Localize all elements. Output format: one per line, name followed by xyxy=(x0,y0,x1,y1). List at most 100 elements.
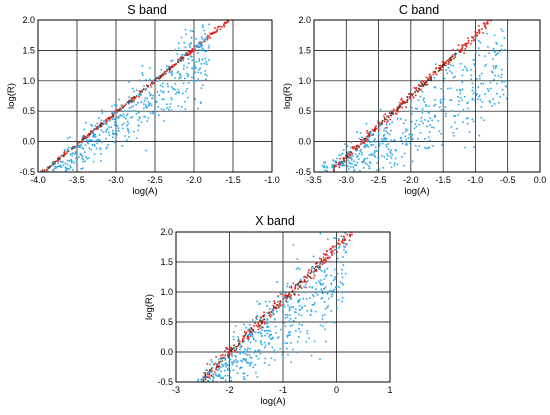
data-point xyxy=(343,237,346,240)
data-point xyxy=(201,38,204,40)
data-point xyxy=(123,116,125,118)
data-point xyxy=(429,139,431,142)
data-point xyxy=(285,300,288,303)
data-point xyxy=(377,148,380,151)
data-point xyxy=(443,64,445,66)
data-point xyxy=(416,90,419,92)
data-point xyxy=(247,337,250,340)
data-point xyxy=(186,54,189,56)
data-point xyxy=(180,60,183,62)
data-point xyxy=(315,292,317,294)
data-point xyxy=(250,328,253,330)
data-point xyxy=(294,284,297,286)
data-point xyxy=(55,160,58,163)
data-point xyxy=(449,87,452,90)
data-point xyxy=(170,66,173,68)
data-point xyxy=(137,124,140,127)
data-point xyxy=(246,361,248,364)
data-point xyxy=(477,86,480,89)
data-point xyxy=(262,326,265,329)
data-point xyxy=(301,324,303,326)
data-point xyxy=(217,369,220,371)
data-point xyxy=(81,137,84,140)
data-point xyxy=(196,44,199,47)
data-point xyxy=(439,101,442,103)
data-point xyxy=(459,89,462,92)
data-point xyxy=(446,59,448,62)
data-point xyxy=(259,331,262,334)
data-point xyxy=(246,349,249,351)
data-point xyxy=(334,164,336,167)
data-point xyxy=(249,364,251,367)
data-point xyxy=(271,346,274,349)
data-point xyxy=(389,110,391,112)
data-point xyxy=(249,324,251,326)
data-point xyxy=(78,141,81,144)
data-point xyxy=(395,149,397,152)
data-point xyxy=(370,143,373,146)
data-point xyxy=(258,325,260,328)
data-point xyxy=(177,70,179,73)
data-point xyxy=(439,67,442,69)
data-point xyxy=(343,242,345,244)
data-point xyxy=(418,85,421,87)
data-point xyxy=(422,122,424,125)
data-point xyxy=(199,43,201,46)
data-point xyxy=(183,41,185,44)
data-point xyxy=(263,314,266,316)
data-point xyxy=(346,145,349,147)
data-point xyxy=(214,362,217,365)
data-point xyxy=(108,117,111,119)
data-point xyxy=(245,360,247,362)
data-point xyxy=(138,117,141,119)
data-point xyxy=(243,372,246,375)
data-point xyxy=(220,358,223,361)
data-point xyxy=(290,306,293,308)
data-point xyxy=(313,340,316,343)
data-point xyxy=(476,98,479,100)
y-axis-label: log(R) xyxy=(282,83,293,109)
data-point xyxy=(319,268,322,271)
data-point xyxy=(484,65,486,67)
data-point xyxy=(173,63,176,66)
data-point xyxy=(333,168,335,171)
data-point xyxy=(443,98,445,101)
data-point xyxy=(135,137,138,140)
data-point xyxy=(272,304,275,307)
data-point xyxy=(264,346,266,349)
data-point xyxy=(300,287,303,289)
data-point xyxy=(341,268,343,271)
data-point xyxy=(189,42,192,45)
data-point xyxy=(190,50,193,53)
data-point xyxy=(457,113,460,116)
data-point xyxy=(344,246,346,248)
data-point xyxy=(233,360,236,362)
data-point xyxy=(273,349,276,352)
data-point xyxy=(156,80,159,83)
data-point xyxy=(256,300,259,303)
data-point xyxy=(350,141,353,144)
data-point xyxy=(194,98,197,100)
data-point xyxy=(478,134,481,137)
data-point xyxy=(117,115,120,118)
data-point xyxy=(301,306,304,308)
data-point xyxy=(492,65,495,67)
data-point xyxy=(156,76,159,79)
data-point xyxy=(428,112,430,114)
data-point xyxy=(298,323,301,326)
data-point xyxy=(171,59,174,62)
data-point xyxy=(337,299,340,301)
data-point xyxy=(275,332,277,334)
data-point xyxy=(59,157,61,160)
data-point xyxy=(98,117,100,119)
data-point xyxy=(377,133,380,136)
data-point xyxy=(478,94,481,97)
data-point xyxy=(300,280,302,282)
data-point xyxy=(347,153,350,155)
data-point xyxy=(326,167,329,169)
data-point xyxy=(331,250,333,253)
data-point xyxy=(109,116,112,118)
data-point xyxy=(289,308,291,311)
data-point xyxy=(235,355,237,358)
data-point xyxy=(232,335,235,338)
